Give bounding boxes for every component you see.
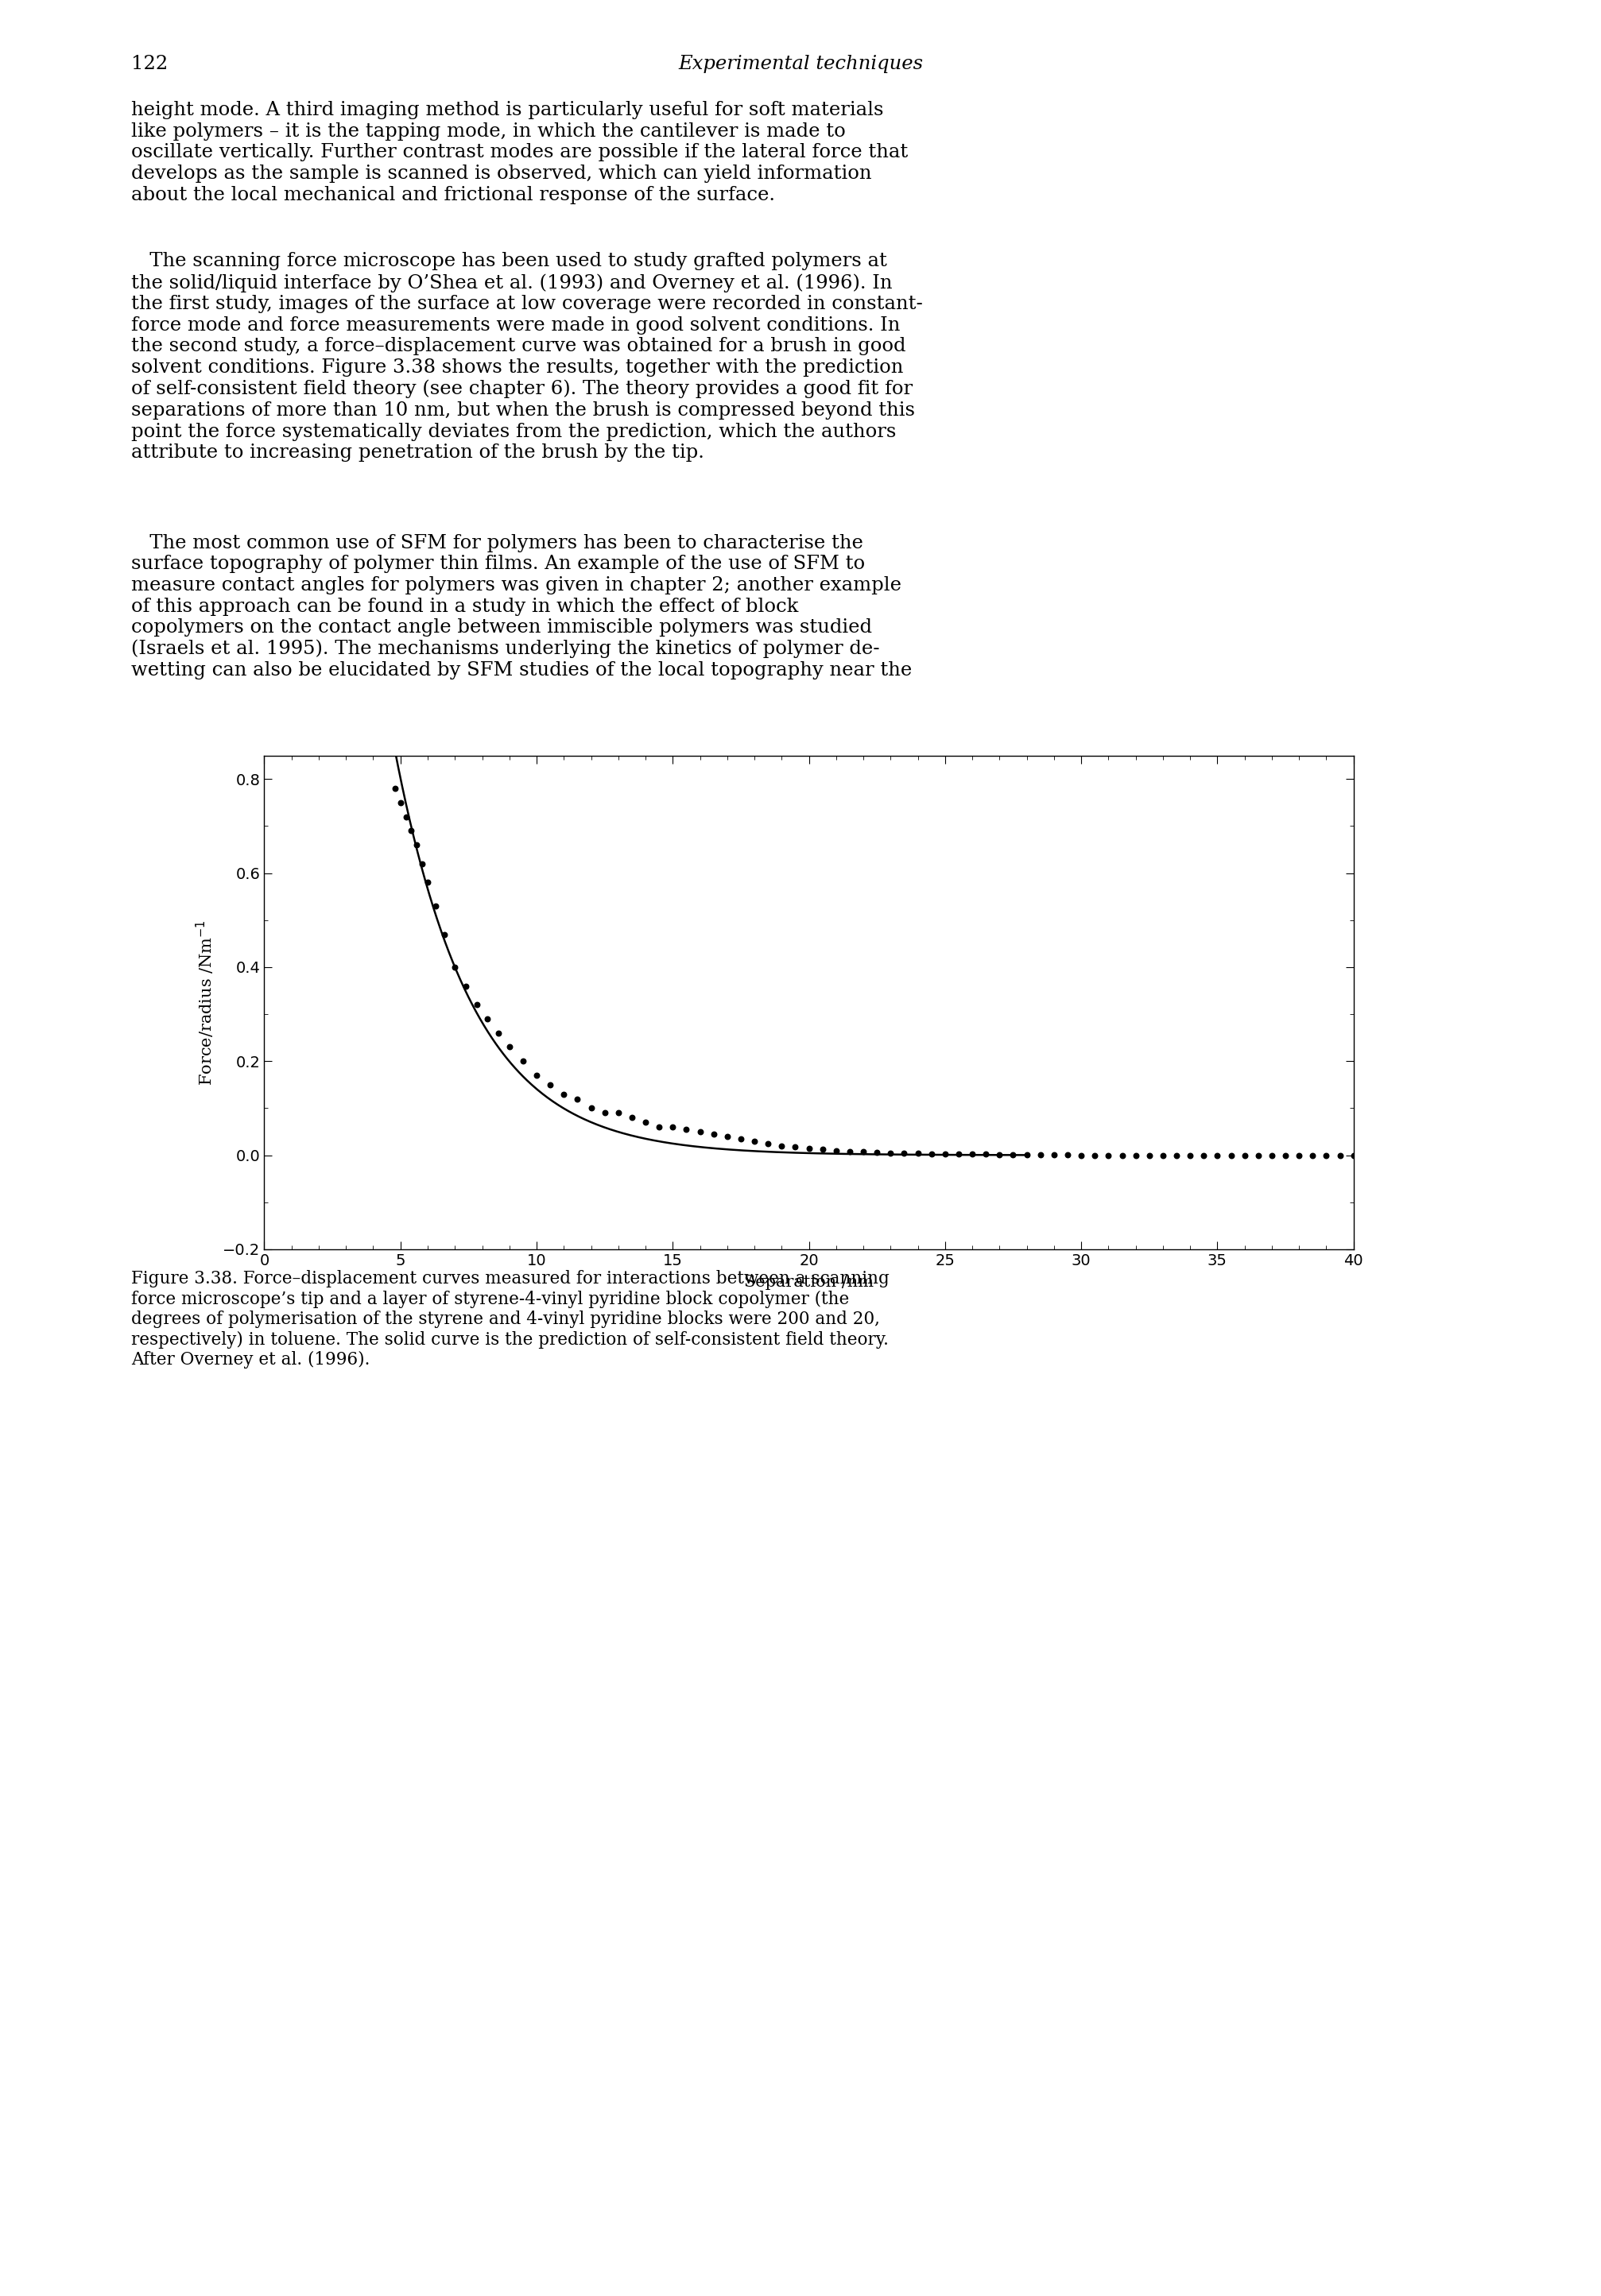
Point (453, 967, 479, 1003)
Point (387, 785, 413, 822)
Point (1028, 1137, 1053, 1173)
Point (1041, 1137, 1066, 1173)
Text: height mode. A third imaging method is particularly useful for soft materials
li: height mode. A third imaging method is p… (131, 101, 908, 204)
Point (592, 1095, 618, 1132)
Point (810, 1132, 836, 1169)
Point (986, 1137, 1012, 1173)
Point (1082, 1137, 1108, 1173)
Point (565, 1081, 591, 1118)
Point (1109, 1137, 1135, 1173)
Point (714, 1118, 740, 1155)
Point (768, 1127, 794, 1164)
Point (524, 1056, 549, 1093)
Point (1231, 1137, 1257, 1173)
Point (1273, 1137, 1298, 1173)
Point (973, 1137, 999, 1173)
Point (1068, 1137, 1093, 1173)
Point (632, 1104, 658, 1141)
Point (383, 769, 408, 806)
Point (399, 813, 424, 850)
Point (1340, 1137, 1366, 1173)
Point (423, 889, 448, 925)
Point (756, 1125, 781, 1162)
Point (850, 1134, 876, 1171)
Point (892, 1134, 917, 1171)
Point (605, 1095, 631, 1132)
Point (551, 1077, 576, 1114)
Point (392, 799, 418, 836)
Point (1137, 1137, 1162, 1173)
Point (1246, 1137, 1271, 1173)
Point (647, 1109, 672, 1146)
Point (946, 1137, 972, 1173)
Point (538, 1065, 564, 1102)
Point (865, 1134, 890, 1171)
Point (415, 863, 440, 900)
Point (474, 1001, 500, 1038)
Point (1313, 1137, 1338, 1173)
Point (877, 1134, 903, 1171)
Point (511, 1042, 536, 1079)
Text: The scanning force microscope has been used to study grafted polymers at
the sol: The scanning force microscope has been u… (131, 253, 922, 461)
Point (1258, 1137, 1284, 1173)
Point (442, 948, 467, 985)
Point (1150, 1137, 1175, 1173)
Point (431, 916, 456, 953)
Point (674, 1111, 700, 1148)
Point (1177, 1137, 1202, 1173)
Point (1300, 1137, 1326, 1173)
Text: The most common use of SFM for polymers has been to characterise the
surface top: The most common use of SFM for polymers … (131, 535, 911, 680)
Point (959, 1137, 985, 1173)
Point (1055, 1137, 1081, 1173)
Point (728, 1120, 754, 1157)
Point (687, 1114, 712, 1150)
Text: Experimental techniques: Experimental techniques (679, 55, 922, 73)
Point (701, 1116, 727, 1153)
Point (932, 1137, 957, 1173)
Point (1122, 1137, 1148, 1173)
Point (485, 1015, 511, 1052)
Point (796, 1130, 821, 1166)
Point (823, 1132, 849, 1169)
Point (1327, 1137, 1353, 1173)
Point (1013, 1137, 1039, 1173)
Point (1095, 1137, 1121, 1173)
Point (1218, 1137, 1244, 1173)
Point (464, 987, 490, 1024)
Point (1191, 1137, 1217, 1173)
Y-axis label: Force/radius /Nm$^{-1}$: Force/radius /Nm$^{-1}$ (195, 918, 216, 1086)
Point (1164, 1137, 1190, 1173)
Point (905, 1134, 930, 1171)
Point (496, 1029, 522, 1065)
Point (837, 1132, 863, 1169)
X-axis label: Separation /nm: Separation /nm (744, 1274, 873, 1290)
Point (410, 845, 435, 882)
Point (620, 1100, 645, 1137)
Text: 122: 122 (131, 55, 168, 73)
Point (403, 827, 429, 863)
Point (999, 1137, 1026, 1173)
Point (741, 1123, 767, 1159)
Point (783, 1127, 809, 1164)
Point (578, 1091, 604, 1127)
Point (1286, 1137, 1311, 1173)
Text: Figure 3.38. Force–displacement curves measured for interactions between a scann: Figure 3.38. Force–displacement curves m… (131, 1270, 889, 1368)
Point (919, 1137, 945, 1173)
Point (660, 1109, 685, 1146)
Point (1204, 1137, 1230, 1173)
